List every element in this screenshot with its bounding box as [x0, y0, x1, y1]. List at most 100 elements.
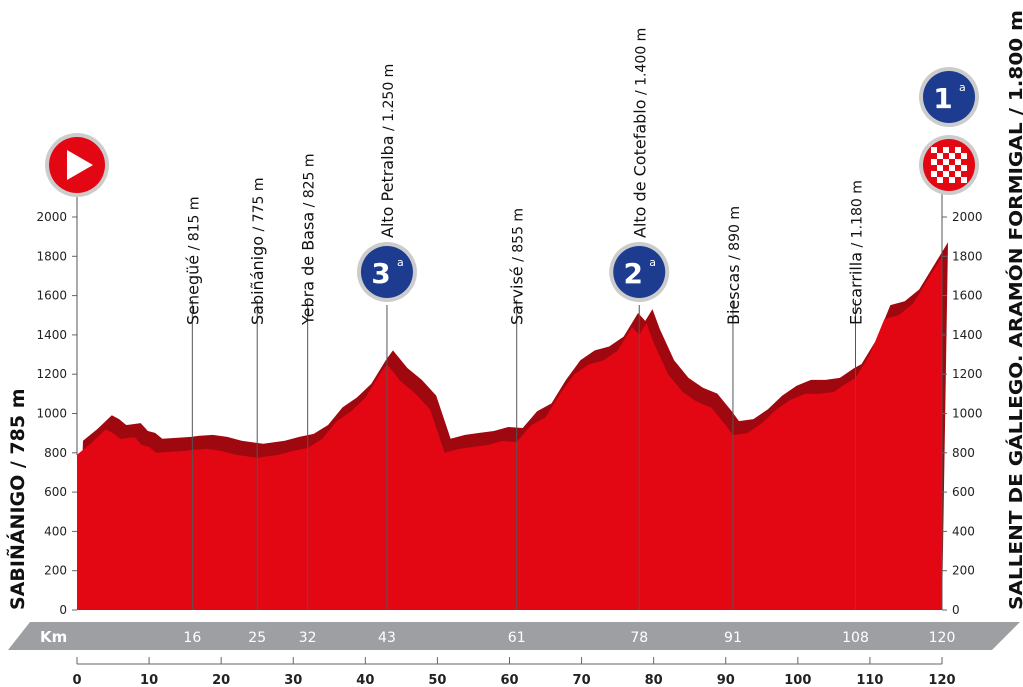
checker-square: [937, 165, 943, 171]
x-tick-label: 30: [284, 673, 302, 687]
waypoint-label: Senegüé / 815 m: [183, 196, 202, 325]
waypoint-label: Escarrilla / 1.180 m: [847, 180, 866, 325]
y-tick-label-right: 400: [952, 524, 975, 538]
y-tick-label-left: 400: [44, 524, 67, 538]
waypoint-altitude: / 890 m: [727, 206, 743, 264]
km-band-label: Km: [40, 628, 67, 646]
x-tick-label: 90: [717, 673, 735, 687]
y-tick-label-right: 1600: [952, 289, 983, 303]
waypoint-label: Alto de Cotefablo / 1.400 m: [630, 28, 649, 238]
waypoint-altitude: / 1.180 m: [850, 180, 866, 252]
y-tick-label-right: 800: [952, 446, 975, 460]
x-tick-label: 120: [928, 673, 955, 687]
waypoint-km-label: 61: [508, 630, 526, 646]
waypoint-km-label: 78: [630, 630, 648, 646]
checker-square: [955, 159, 961, 165]
y-tick-label-left: 1600: [36, 289, 67, 303]
checker-square: [943, 147, 949, 153]
y-tick-label-left: 800: [44, 446, 67, 460]
x-tick-label: 70: [573, 673, 591, 687]
climb-category-label: 2: [624, 257, 643, 290]
y-tick-label-right: 1400: [952, 328, 983, 342]
y-tick-label-right: 600: [952, 485, 975, 499]
finish-category-suffix: a: [959, 81, 966, 94]
waypoint-altitude: / 1.400 m: [633, 28, 649, 100]
waypoint-name: Sabiñánigo: [248, 236, 267, 325]
waypoint-label: Sabiñánigo / 775 m: [248, 178, 267, 325]
x-tick-label: 80: [645, 673, 663, 687]
waypoint-label: Yebra de Basa / 825 m: [299, 153, 318, 326]
checker-square: [961, 165, 967, 171]
y-tick-label-left: 1000: [36, 407, 67, 421]
finish-label: SALLENT DE GÁLLEGO. ARAMÓN FORMIGAL / 1.…: [1005, 10, 1023, 610]
x-tick-label: 40: [356, 673, 374, 687]
km-band: [8, 622, 1020, 650]
waypoint-name: Alto Petralba: [378, 135, 397, 238]
y-tick-label-left: 2000: [36, 210, 67, 224]
x-tick-label: 0: [72, 673, 81, 687]
waypoint-name: Yebra de Basa: [299, 212, 318, 326]
y-tick-label-left: 600: [44, 485, 67, 499]
waypoint-km-label: 16: [183, 630, 201, 646]
x-tick-label: 10: [140, 673, 158, 687]
checker-square: [949, 165, 955, 171]
climb-category-label: 3: [371, 257, 390, 290]
waypoint-name: Sarvisé: [508, 266, 527, 325]
waypoint-altitude: / 1.250 m: [381, 64, 397, 136]
y-tick-label-right: 0: [952, 603, 960, 617]
waypoint-label: Alto Petralba / 1.250 m: [378, 64, 397, 238]
x-tick-label: 20: [212, 673, 230, 687]
checker-square: [937, 177, 943, 183]
waypoint-altitude: / 825 m: [302, 153, 318, 211]
checker-square: [943, 171, 949, 177]
start-label: SABIÑÁNIGO / 785 m: [5, 388, 29, 610]
y-tick-label-left: 0: [59, 603, 67, 617]
y-tick-label-right: 1000: [952, 407, 983, 421]
waypoint-km-label: 32: [299, 630, 317, 646]
climb-category-badge: [360, 246, 413, 298]
profile-area: [77, 256, 942, 610]
checker-square: [961, 153, 967, 159]
finish-checkered-flag-icon: [931, 147, 967, 183]
waypoint-km-label: 108: [842, 630, 869, 646]
waypoint-km-label: 43: [378, 630, 396, 646]
waypoint-name: Escarrilla: [847, 252, 866, 325]
waypoint-altitude: / 815 m: [186, 196, 202, 254]
checker-square: [955, 171, 961, 177]
x-tick-label: 110: [856, 673, 883, 687]
checker-square: [949, 153, 955, 159]
waypoint-km-label: 120: [929, 630, 956, 646]
start-play-icon: [67, 150, 93, 180]
x-tick-label: 60: [500, 673, 518, 687]
checker-square: [943, 159, 949, 165]
y-tick-label-left: 1200: [36, 367, 67, 381]
checker-square: [931, 171, 937, 177]
checker-square: [949, 177, 955, 183]
y-tick-label-right: 1800: [952, 249, 983, 263]
y-tick-label-left: 1800: [36, 249, 67, 263]
y-tick-label-left: 1400: [36, 328, 67, 342]
checker-square: [931, 147, 937, 153]
waypoint-altitude: / 855 m: [511, 208, 527, 266]
waypoint-altitude: / 775 m: [251, 178, 267, 236]
waypoint-name: Senegüé: [183, 255, 202, 325]
x-tick-label: 100: [784, 673, 811, 687]
y-tick-label-right: 1200: [952, 367, 983, 381]
finish-category-badge: [923, 71, 975, 123]
checker-square: [937, 153, 943, 159]
checker-square: [931, 159, 937, 165]
climb-category-suffix: a: [649, 256, 656, 269]
y-tick-label-right: 200: [952, 564, 975, 578]
waypoint-km-label: 91: [724, 630, 742, 646]
y-tick-label-right: 2000: [952, 210, 983, 224]
finish-category-label: 1: [933, 82, 952, 115]
waypoint-name: Alto de Cotefablo: [630, 99, 649, 238]
climb-category-badge: [613, 246, 666, 298]
checker-square: [961, 177, 967, 183]
checker-square: [955, 147, 961, 153]
waypoint-label: Biescas / 890 m: [724, 206, 743, 325]
y-tick-label-left: 200: [44, 564, 67, 578]
waypoint-km-label: 25: [248, 630, 266, 646]
